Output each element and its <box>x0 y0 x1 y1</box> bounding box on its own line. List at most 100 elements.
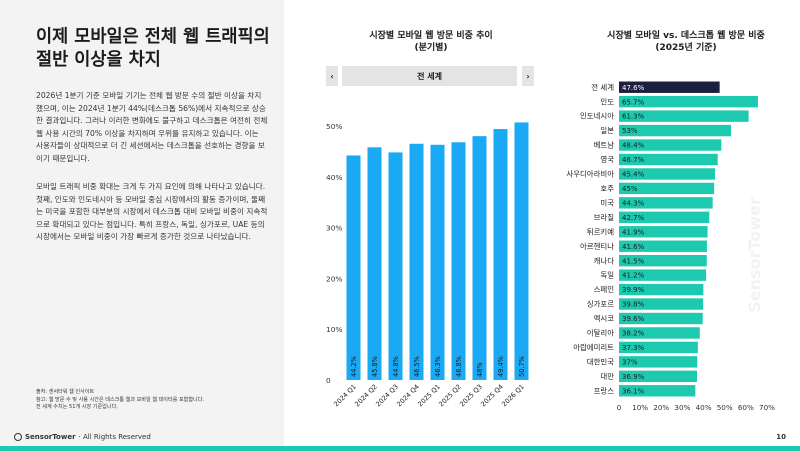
y-tick-label: 10% <box>326 325 342 334</box>
y-tick-label: 30% <box>326 224 342 233</box>
market-bar <box>619 168 715 180</box>
bar-value-label: 50.7% <box>518 356 526 377</box>
x-tick-label: 60% <box>738 403 754 412</box>
next-market-button[interactable]: › <box>522 66 534 86</box>
bar-value-label: 46.7% <box>622 156 645 164</box>
market-bar <box>619 240 707 252</box>
category-label: 멕시코 <box>594 314 615 323</box>
page-title-line2: 절반 이상을 차지 <box>36 50 161 70</box>
x-tick-label: 30% <box>674 403 690 412</box>
market-chart-title: 시장별 모바일 vs. 데스크톱 웹 방문 비중 (2025년 기준) <box>586 30 786 54</box>
x-tick-label: 2024 Q1 <box>332 383 358 409</box>
trend-bar <box>430 144 445 380</box>
market-selector[interactable]: 전 세계 <box>342 66 517 86</box>
trend-bar <box>451 142 466 380</box>
market-chart-subtitle: (2025년 기준) <box>655 43 717 53</box>
page-number: 10 <box>776 433 786 441</box>
market-bar <box>619 95 758 108</box>
x-tick-label: 2025 Q2 <box>437 383 463 409</box>
market-bar <box>619 211 710 224</box>
x-tick-label: 0 <box>617 403 622 412</box>
market-note: 전 세계 수치는 51개 시장 기준입니다. <box>36 404 118 411</box>
body-paragraph-1: 2026년 1분기 기준 모바일 기기는 전체 웹 방문 수의 절반 이상을 차… <box>36 91 268 163</box>
y-tick-label: 50% <box>326 122 342 131</box>
market-bar <box>619 139 722 151</box>
market-bar <box>619 197 713 209</box>
y-tick-label: 20% <box>326 274 342 283</box>
text-panel <box>0 0 284 451</box>
bar-value-label: 42.7% <box>622 214 645 222</box>
bar-value-label: 49.4% <box>497 356 505 377</box>
market-bar <box>619 356 698 368</box>
category-label: 일본 <box>600 126 614 135</box>
market-bar <box>619 124 732 137</box>
bar-value-label: 46.5% <box>413 356 421 377</box>
category-label: 이탈리아 <box>587 329 614 338</box>
trend-chart-subtitle: (분기별) <box>414 43 448 53</box>
category-label: 튀르키예 <box>587 227 614 236</box>
bar-value-label: 39.6% <box>622 315 645 323</box>
y-tick-label: 0 <box>326 376 331 385</box>
trend-bar <box>367 147 382 380</box>
bar-value-label: 48% <box>476 362 484 377</box>
category-label: 인도네시아 <box>580 112 614 121</box>
category-label: 호주 <box>600 184 614 193</box>
market-bar <box>619 269 707 281</box>
market-bar <box>619 370 698 383</box>
category-label: 독일 <box>600 271 614 280</box>
x-tick-label: 20% <box>653 403 669 412</box>
bar-group: 44.2% 45.8% 44.8% 46.5% 46.3% 46.8% 48% 49.4% 50… <box>346 122 529 380</box>
trend-bar <box>514 122 529 380</box>
category-label: 싱가포르 <box>587 300 614 309</box>
market-bar <box>619 385 696 397</box>
market-bar <box>619 110 749 122</box>
bar-value-label: 36.1% <box>622 387 645 395</box>
bar-value-label: 41.5% <box>622 257 645 265</box>
category-label: 브라질 <box>594 213 615 222</box>
category-label: 베트남 <box>594 141 615 150</box>
body-paragraph-2: 모바일 트래픽 비중 확대는 크게 두 가지 요인에 의해 나타나고 있습니다.… <box>36 182 268 242</box>
source-note: 출처: 센서타워 웹 인사이트 <box>36 389 95 395</box>
bar-value-label: 46.3% <box>434 356 442 377</box>
bar-value-label: 41.2% <box>622 272 645 280</box>
market-bar <box>619 283 704 296</box>
market-bar <box>619 254 707 267</box>
x-tick-label: 10% <box>632 403 648 412</box>
bar-value-label: 39.8% <box>622 301 645 309</box>
market-bar <box>619 153 718 166</box>
bar-value-label: 37.3% <box>622 344 645 352</box>
market-bar <box>619 341 698 354</box>
category-label: 전 세계 <box>591 83 614 92</box>
bar-value-label: 44.8% <box>392 356 400 377</box>
x-tick-label: 2024 Q2 <box>353 383 379 409</box>
category-label: 아랍에미리트 <box>573 343 614 352</box>
category-label: 미국 <box>600 198 614 207</box>
x-axis: 0 10% 20% 30% 40% 50% 60% 70% <box>617 403 775 412</box>
x-tick-label: 2025 Q1 <box>416 383 442 409</box>
category-label: 스페인 <box>594 285 615 294</box>
watermark: SensorTower <box>449 203 467 312</box>
bar-group: 47.6% 전 세계 65.7% 인도 61.3% 인도네시아 53% 일본 48.4% 베트남 4… <box>566 81 758 397</box>
bar-value-label: 36.9% <box>622 373 645 381</box>
x-tick-label: 2024 Q3 <box>374 383 400 409</box>
source-notes: 출처: 센서타워 웹 인사이트 참고: 웹 방문 수 및 사용 시간은 데스크톱… <box>36 389 268 412</box>
footer-rights: · All Rights Reserved <box>78 433 151 441</box>
footer-accent-bar <box>0 446 800 451</box>
market-bar <box>619 298 704 310</box>
bar-value-label: 61.3% <box>622 113 645 121</box>
x-tick-label: 50% <box>717 403 733 412</box>
page-title-line1: 이제 모바일은 전체 웹 트래픽의 <box>36 27 270 47</box>
y-axis: 0 10% 20% 30% 40% 50% <box>326 122 342 385</box>
bar-value-label: 41.6% <box>622 243 645 251</box>
trend-bar <box>346 155 361 380</box>
x-tick-label: 2025 Q4 <box>479 383 505 409</box>
bar-value-label: 47.6% <box>622 84 645 92</box>
bar-value-label: 65.7% <box>622 98 645 106</box>
bar-value-label: 53% <box>622 127 638 135</box>
bar-value-label: 37% <box>622 358 638 366</box>
market-chart-title-text: 시장별 모바일 vs. 데스크톱 웹 방문 비중 <box>607 31 765 41</box>
previous-market-button[interactable]: ‹ <box>326 66 338 86</box>
watermark: SensorTower <box>745 197 764 313</box>
sensortower-logo-icon <box>14 433 22 441</box>
